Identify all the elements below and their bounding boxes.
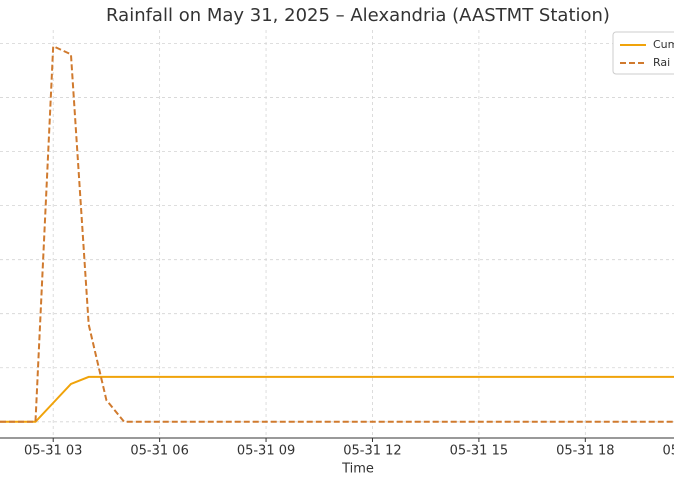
legend-label: Rai <box>653 56 670 69</box>
chart-title: Rainfall on May 31, 2025 – Alexandria (A… <box>106 5 610 26</box>
x-tick-label: 05-31 21 <box>663 444 674 459</box>
x-tick-label: 05-31 18 <box>556 444 614 459</box>
series-line <box>0 375 674 423</box>
legend-label: Cum <box>653 38 674 51</box>
legend: Cum Rai <box>612 31 674 75</box>
series-line <box>0 44 674 423</box>
x-tick-label: 05-31 03 <box>24 444 82 459</box>
x-tick-label: 05-31 09 <box>237 444 295 459</box>
x-tick-label: 05-31 06 <box>130 444 188 459</box>
x-axis-label: Time <box>341 462 374 477</box>
legend-box <box>612 31 674 75</box>
x-tick-label: 05-31 12 <box>343 444 401 459</box>
x-tick-label: 05-31 15 <box>450 444 508 459</box>
